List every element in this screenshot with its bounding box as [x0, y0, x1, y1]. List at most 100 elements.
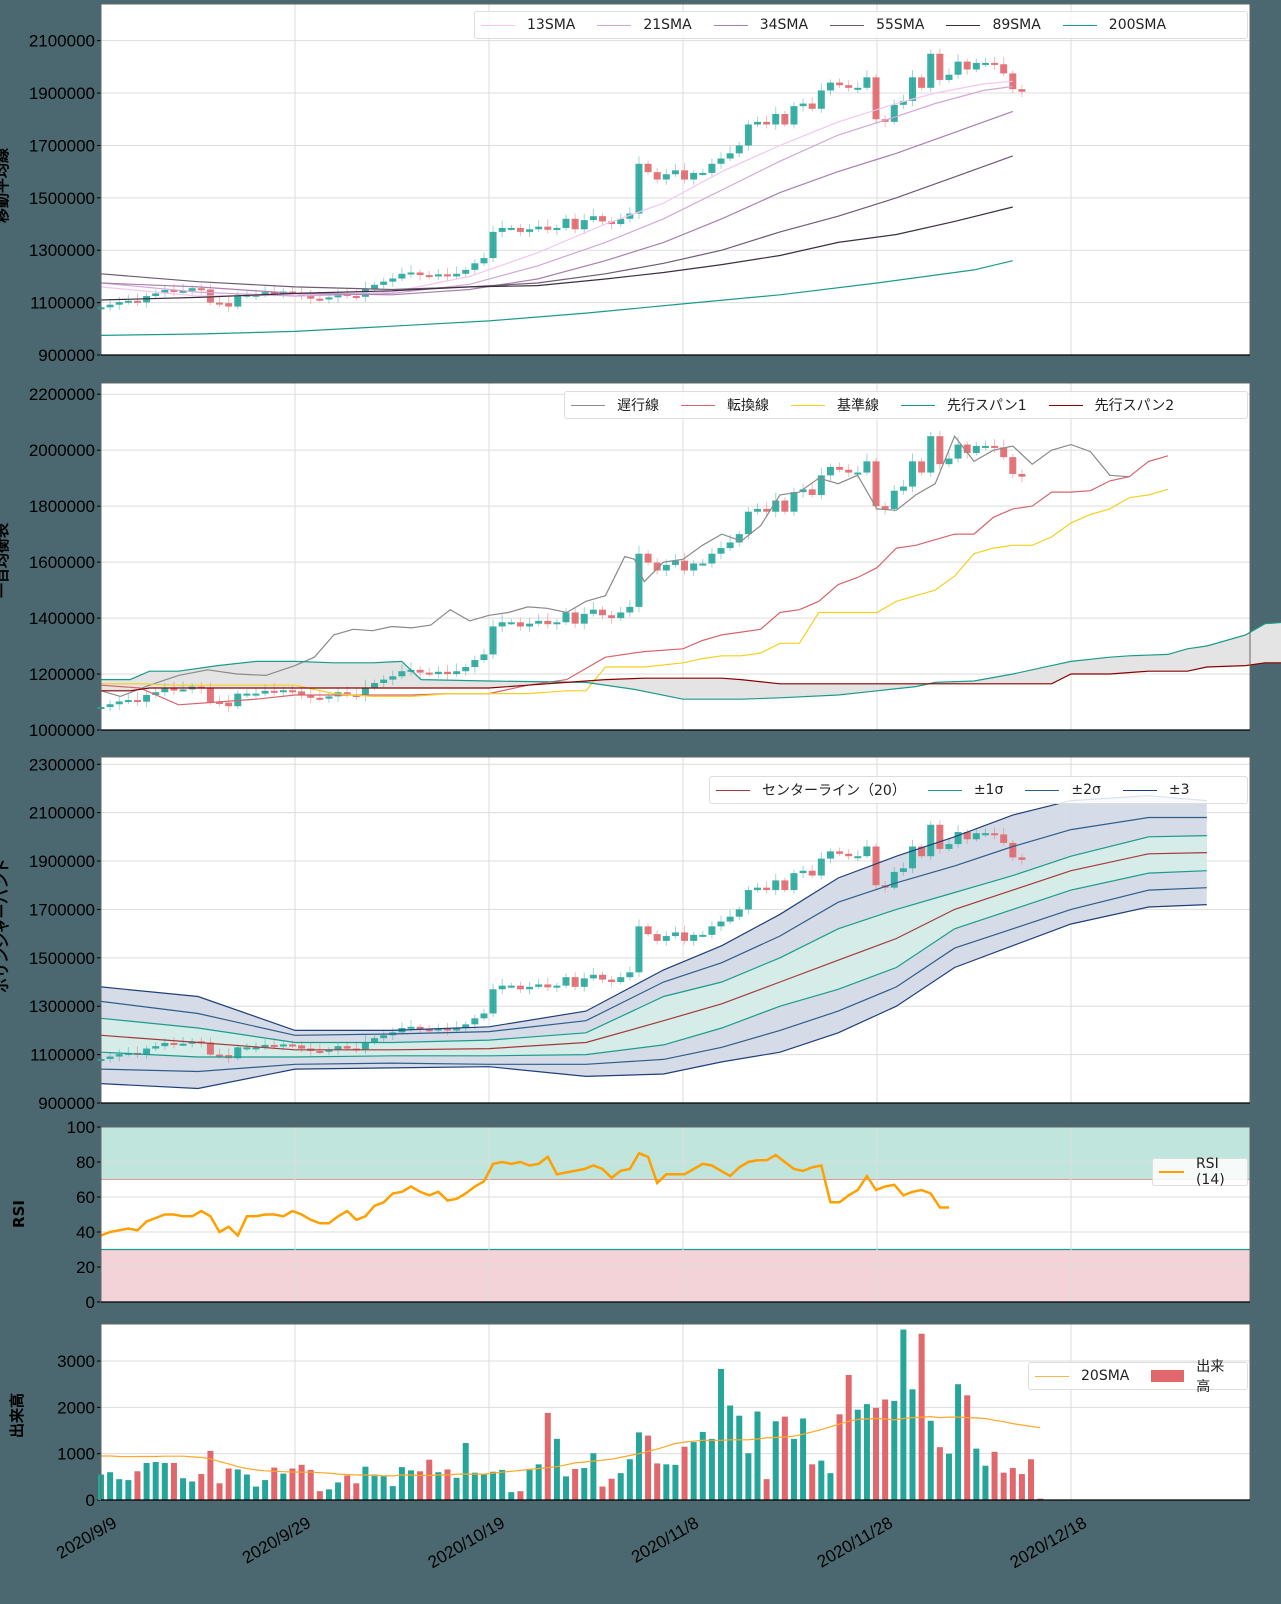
candlestick [544, 984, 552, 988]
candlestick [918, 77, 926, 88]
candlestick [133, 300, 141, 303]
candlestick [890, 871, 898, 888]
line-swatch-icon [713, 24, 748, 26]
candlestick [954, 61, 962, 75]
volume-bar [645, 1435, 652, 1500]
candlestick [699, 563, 707, 566]
candlestick [462, 269, 470, 274]
candlestick [1000, 447, 1008, 458]
series-line [100, 852, 1207, 1051]
series-line [101, 662, 1281, 692]
legend-item-89sma: 89SMA [946, 17, 1041, 33]
sma-panel: 900000 1100000 1300000 1500000 1700000 190000… [29, 3, 1251, 365]
y-tick-label: 1500000 [29, 189, 95, 208]
candlestick [380, 1035, 388, 1039]
volume-bar [335, 1482, 342, 1500]
y-tick-label: 2200000 [29, 385, 95, 404]
candlestick [690, 934, 698, 941]
candlestick [863, 461, 871, 473]
candlestick [644, 553, 652, 563]
legend-label: ±1σ [973, 782, 1004, 798]
legend-label: RSI (14) [1195, 1156, 1225, 1188]
candlestick [836, 466, 844, 470]
candlestick [854, 472, 862, 475]
candlestick [316, 697, 324, 700]
volume-bar [371, 1474, 378, 1500]
candlestick [881, 506, 889, 509]
volume-bar [581, 1468, 588, 1500]
y-tick-label: 2000 [57, 1398, 95, 1417]
candlestick [836, 82, 844, 86]
x-tick-label: 2020/11/28 [814, 1513, 896, 1571]
candlestick [781, 114, 789, 125]
candlestick [1018, 89, 1026, 92]
candlestick [799, 870, 807, 874]
volume-bar [900, 1329, 907, 1500]
candlestick [316, 298, 324, 301]
legend-item-13sma: 13SMA [481, 17, 575, 33]
candlestick [498, 985, 506, 990]
candlestick [1009, 457, 1017, 474]
line-swatch-icon [481, 24, 515, 26]
candlestick [562, 218, 570, 228]
candlestick [927, 436, 935, 473]
candlestick [681, 932, 689, 941]
candlestick [790, 106, 798, 125]
x-tick-label: 2020/11/8 [628, 1513, 702, 1567]
line-swatch-icon [1159, 1171, 1184, 1173]
candlestick [343, 692, 351, 696]
candlestick [817, 90, 825, 109]
series-line [100, 795, 1207, 1031]
volume-bar [417, 1471, 424, 1500]
candlestick [671, 932, 679, 937]
volume-bar [1009, 1468, 1016, 1500]
candlestick [954, 832, 962, 845]
volume-bar [234, 1469, 241, 1500]
candlestick [453, 671, 461, 675]
x-tick-label: 2020/9/9 [53, 1513, 120, 1563]
volume-legend: 20SMA 出来高 [1028, 1359, 1248, 1395]
candlestick [535, 620, 543, 624]
volume-bar [973, 1448, 980, 1500]
candlestick [644, 926, 652, 935]
legend-item-senkou-b: 先行スパン2 [1048, 395, 1174, 415]
candlestick [453, 1027, 461, 1031]
candlestick [981, 445, 989, 448]
candlestick [781, 500, 789, 512]
candlestick [243, 693, 251, 696]
line-swatch-icon [681, 404, 715, 406]
candlestick [124, 700, 132, 703]
candlestick [216, 1054, 224, 1057]
candlestick [425, 1029, 433, 1032]
candlestick [671, 560, 679, 565]
candlestick [717, 921, 725, 927]
candlestick [1018, 473, 1026, 477]
candlestick [434, 1028, 442, 1031]
volume-bar [262, 1480, 269, 1500]
y-tick-label: 1600000 [29, 553, 95, 572]
rsi-panel-ylabel: RSI [9, 1200, 28, 1228]
volume-bar [380, 1475, 387, 1500]
candlestick [909, 77, 917, 101]
volume-bar [180, 1478, 187, 1500]
volume-bar [280, 1473, 287, 1500]
candlestick [453, 273, 461, 277]
volume-bar [490, 1471, 497, 1500]
candlestick [817, 858, 825, 876]
candlestick [544, 620, 552, 625]
volume-bar [708, 1438, 715, 1500]
volume-bar [727, 1405, 734, 1500]
candlestick [1018, 857, 1026, 860]
candlestick [298, 1045, 306, 1049]
candlestick [826, 851, 834, 859]
series-line [101, 488, 1169, 697]
line-swatch-icon [1062, 24, 1097, 26]
candlestick [389, 278, 397, 282]
volume-bar [408, 1470, 415, 1500]
candlestick [918, 461, 926, 473]
volume-bar [535, 1464, 542, 1500]
candlestick [170, 1042, 178, 1045]
legend-item-senkou-a: 先行スパン1 [901, 395, 1027, 415]
candlestick [589, 974, 597, 979]
volume-bar [426, 1459, 433, 1500]
